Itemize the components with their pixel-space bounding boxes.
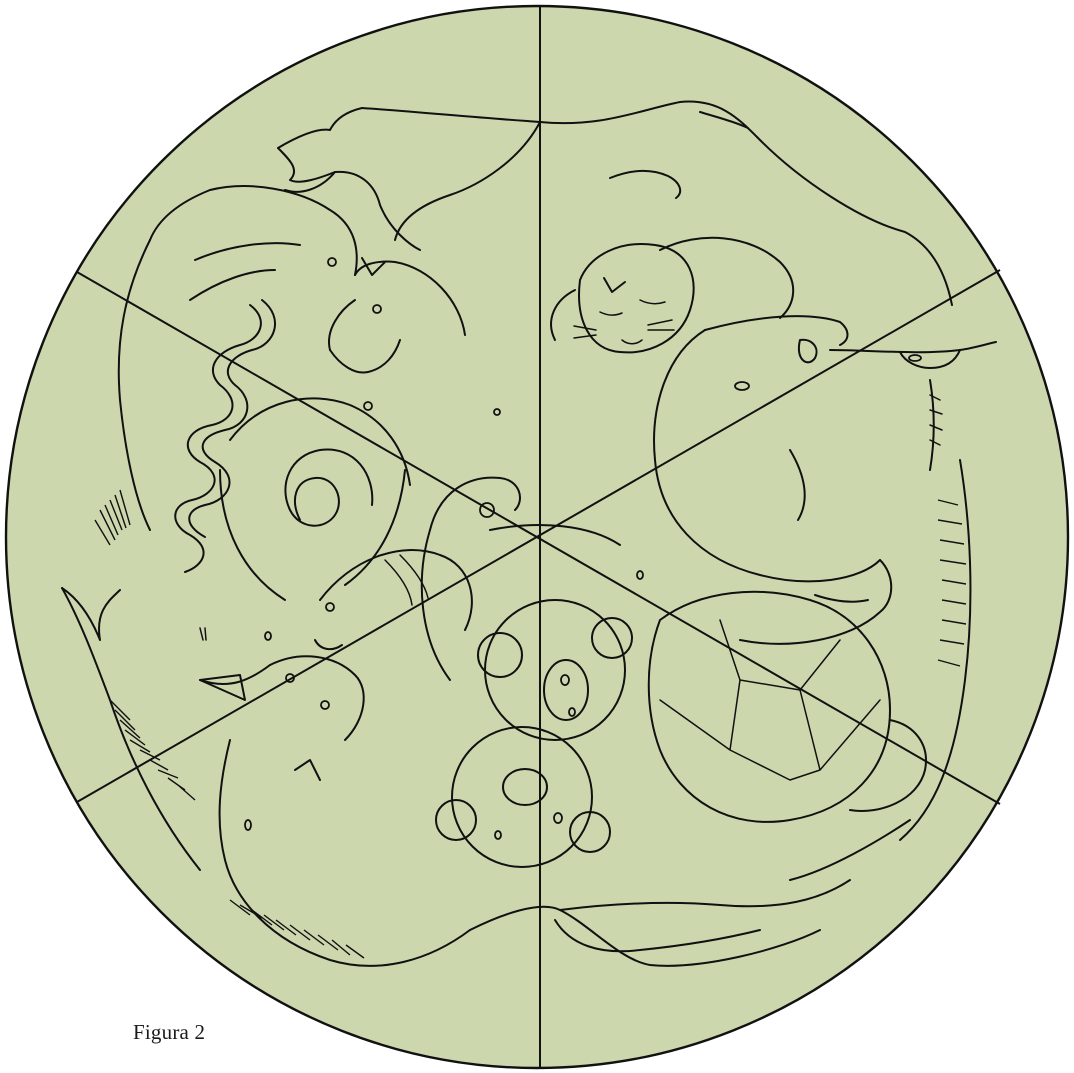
fish-drawing	[314, 549, 473, 651]
fox-drawing	[199, 655, 471, 967]
snake-drawing	[174, 299, 277, 573]
small-marks	[199, 401, 644, 641]
seal-drawing	[117, 185, 358, 531]
diagonal-divider-ascending	[76, 269, 1001, 803]
sleeping-cat-drawing	[550, 236, 795, 354]
bear-drawing-lower	[435, 726, 611, 868]
figure-caption: Figura 2	[133, 1020, 206, 1044]
animal-line-art	[61, 100, 997, 967]
diagonal-divider-descending	[76, 271, 1001, 805]
sector-lines	[76, 6, 1001, 1068]
wolf-drawing	[277, 100, 953, 306]
hippo-drawing	[653, 315, 893, 645]
bear-drawing-upper	[477, 599, 633, 741]
turtle-drawing	[647, 590, 927, 823]
fin-drawing	[61, 489, 365, 959]
aardvark-drawing	[829, 341, 997, 841]
cat-drawing-top	[328, 257, 466, 374]
shell-drawing	[219, 397, 411, 601]
round-creature-drawing	[420, 476, 621, 681]
tail-drawing	[469, 819, 911, 967]
